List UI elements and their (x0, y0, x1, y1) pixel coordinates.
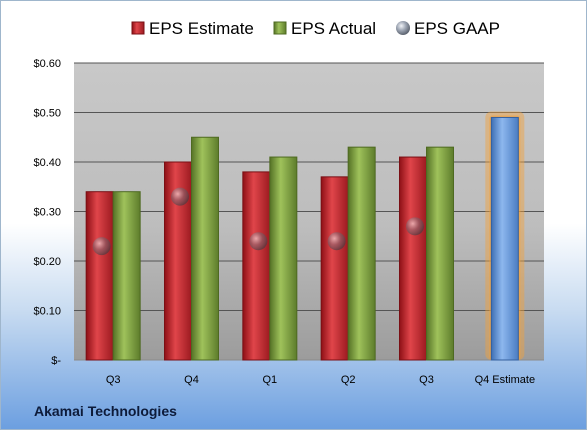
legend-marker (396, 21, 410, 35)
y-tick-label: $0.10 (33, 306, 61, 318)
y-tick-label: $0.60 (33, 58, 61, 70)
x-tick-label: Q1 (262, 374, 277, 386)
eps-gaap-marker (249, 232, 268, 251)
company-label: Akamai Technologies (34, 403, 177, 419)
eps-actual-bar (269, 156, 298, 361)
x-tick-label: Q2 (341, 374, 356, 386)
legend-label: EPS Estimate (149, 19, 254, 38)
legend-swatch (273, 21, 287, 35)
eps-actual-bar (347, 146, 376, 361)
eps-gaap-marker (327, 232, 346, 251)
x-tick-label: Q3 (106, 374, 121, 386)
y-tick-label: $0.20 (33, 256, 61, 268)
eps-actual-bar (112, 191, 141, 361)
eps-estimate-bar (85, 191, 114, 361)
legend-label: EPS Actual (291, 19, 376, 38)
eps-actual-bar (426, 146, 454, 361)
y-tick-label: $0.50 (33, 108, 61, 120)
eps-gaap-marker (406, 217, 424, 236)
legend-swatch (131, 21, 145, 35)
eps-estimate-bar (242, 171, 271, 361)
eps-actual-bar (191, 136, 219, 361)
x-tick-label: Q4 (184, 374, 199, 386)
x-tick-label: Q3 (419, 374, 434, 386)
y-tick-label: $- (51, 355, 61, 367)
eps-gaap-marker (171, 187, 189, 206)
y-tick-label: $0.40 (33, 157, 61, 169)
x-tick-label: Q4 Estimate (475, 374, 536, 386)
eps-estimate-q4-bar (490, 116, 519, 361)
eps-gaap-marker (92, 237, 111, 256)
y-tick-label: $0.30 (33, 207, 61, 219)
eps-estimate-bar (320, 176, 349, 361)
eps-estimate-bar (399, 156, 427, 361)
legend-label: EPS GAAP (414, 19, 500, 38)
